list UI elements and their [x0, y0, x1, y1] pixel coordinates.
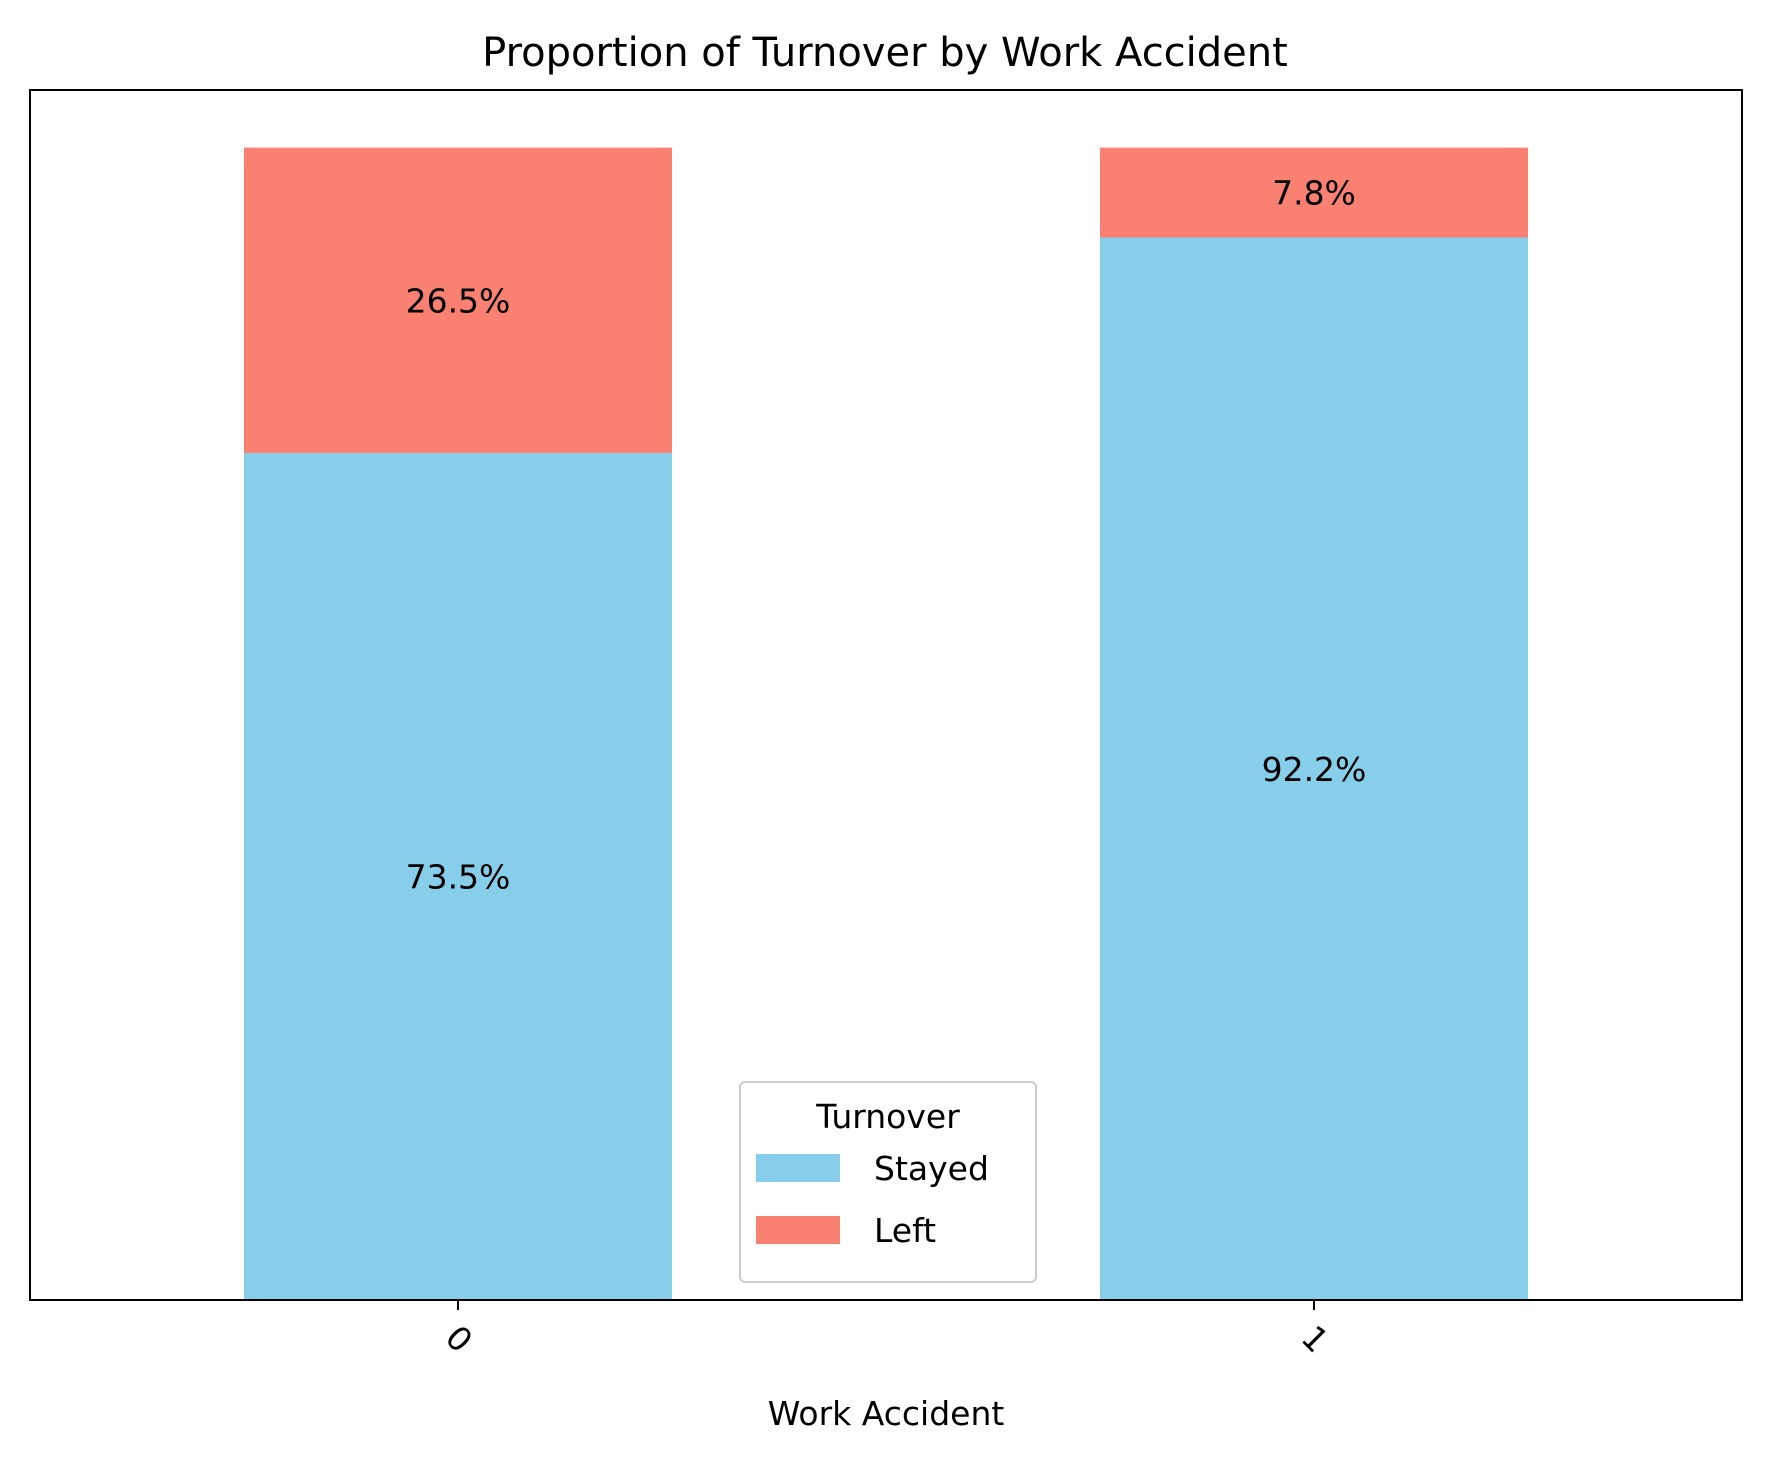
legend-swatch-stayed	[756, 1154, 840, 1182]
x-tick-label-1: 1	[1294, 1318, 1336, 1360]
bar-left-1	[1100, 147, 1528, 238]
bar-stayed-1	[1100, 237, 1528, 1300]
chart-title: Proportion of Turnover by Work Accident	[482, 30, 1288, 76]
plot-frame	[29, 89, 1743, 1301]
legend-swatch-left	[756, 1216, 840, 1244]
legend-title: Turnover	[815, 1097, 960, 1136]
data-label-left-1: 7.8%	[1272, 174, 1356, 213]
legend-label-stayed: Stayed	[874, 1149, 989, 1188]
data-label-left-0: 26.5%	[406, 281, 511, 320]
legend-label-left: Left	[874, 1211, 936, 1250]
plot-area: 73.5% 26.5% 92.2% 7.8%	[244, 147, 1528, 1300]
legend: Turnover Stayed Left	[739, 1081, 1037, 1283]
data-label-stayed-1: 92.2%	[1262, 750, 1367, 789]
bar-stayed-0	[244, 453, 672, 1300]
x-tick-label-0: 0	[438, 1318, 480, 1360]
bar-left-0	[244, 147, 672, 453]
x-axis-label: Work Accident	[768, 1394, 1005, 1433]
data-label-stayed-0: 73.5%	[406, 858, 511, 897]
